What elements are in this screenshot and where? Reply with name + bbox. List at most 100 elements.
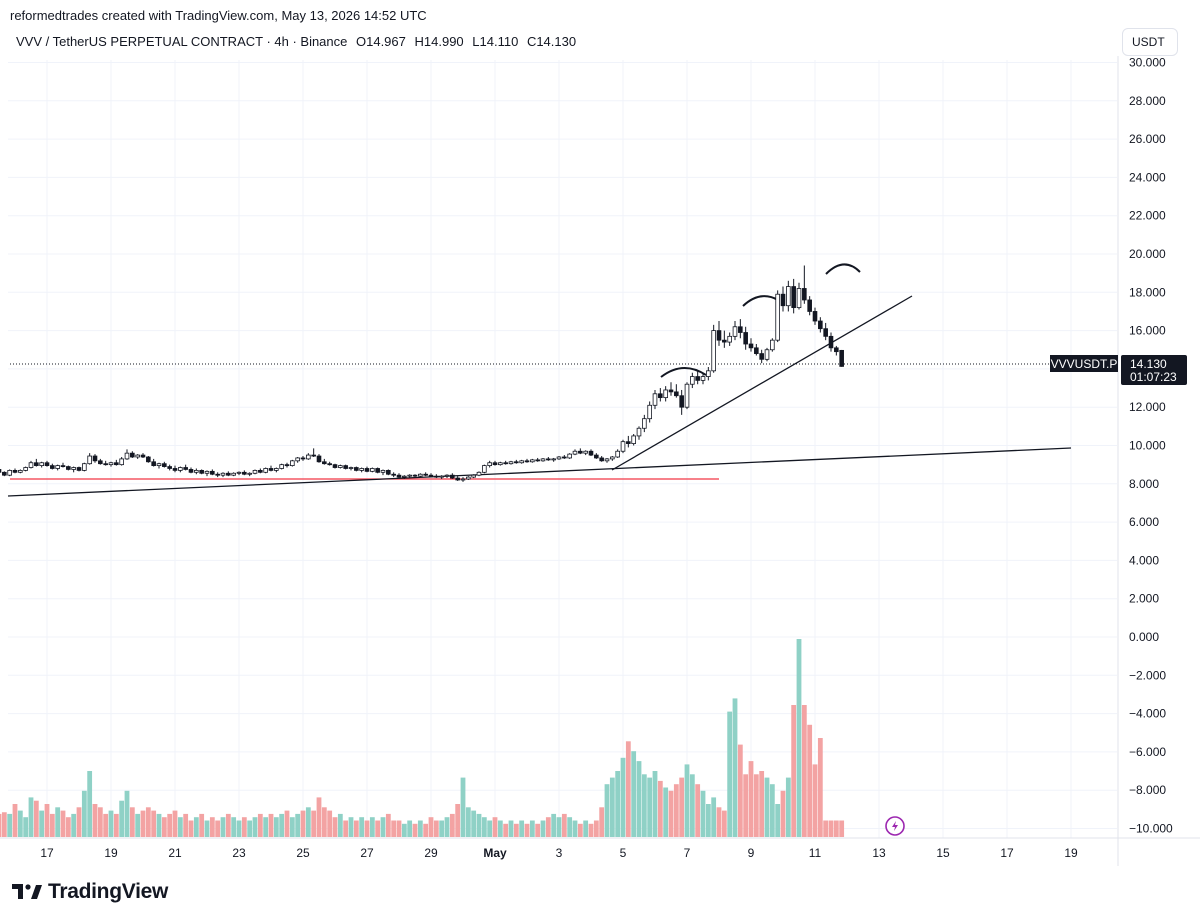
candle-body xyxy=(610,456,615,460)
candle-body xyxy=(823,328,828,337)
symbol-name[interactable]: VVV / TetherUS PERPETUAL CONTRACT · 4h ·… xyxy=(16,34,348,49)
candle-body xyxy=(279,464,284,469)
volume-bar xyxy=(23,817,29,837)
volume-bar xyxy=(284,810,290,837)
volume-bar xyxy=(289,817,295,837)
volume-bar xyxy=(332,817,338,837)
volume-bar xyxy=(135,813,141,837)
volume-bar xyxy=(215,820,221,837)
volume-bar xyxy=(609,777,615,837)
volume-bar xyxy=(812,764,818,837)
time-tick-label: 17 xyxy=(40,846,54,860)
volume-bar xyxy=(0,813,2,837)
long-trend-line xyxy=(7,447,1072,497)
volume-bar xyxy=(145,807,151,837)
volume-bar xyxy=(465,807,471,837)
volume-bar xyxy=(108,810,114,837)
volume-bar xyxy=(529,820,535,837)
head-arc-right xyxy=(825,263,861,275)
volume-bar xyxy=(124,790,130,837)
volume-bar xyxy=(753,774,759,837)
volume-bar xyxy=(695,784,701,837)
volume-bar xyxy=(412,823,418,837)
volume-bar xyxy=(193,817,199,837)
price-label-box xyxy=(1121,355,1187,385)
ohlc-low: L14.110 xyxy=(472,34,519,49)
candle-body xyxy=(690,376,695,385)
candle-body xyxy=(626,441,631,444)
ohlc-open: O14.967 xyxy=(356,34,406,49)
candle-body xyxy=(258,469,263,473)
volume-bar xyxy=(113,813,119,837)
candle-body xyxy=(124,452,130,460)
candle-body xyxy=(578,450,583,454)
last-price-label: VVVUSDT.P 14.130 01:07:23 xyxy=(1050,355,1187,385)
volume-bar xyxy=(300,810,306,837)
volume-bar xyxy=(167,813,173,837)
volume-bar xyxy=(1,812,7,837)
currency-button[interactable]: USDT xyxy=(1122,28,1178,56)
candle-body xyxy=(210,470,215,475)
volume-bar xyxy=(172,810,178,837)
candle-body xyxy=(428,474,434,477)
volume-bar xyxy=(679,777,685,837)
candle-body xyxy=(743,332,748,345)
volume-bar xyxy=(636,761,642,837)
candle-body xyxy=(834,347,839,353)
volume-bar xyxy=(444,817,450,837)
candle-body xyxy=(519,460,524,464)
candle-body xyxy=(119,458,124,466)
volume-bar xyxy=(151,810,157,837)
symbol-info-bar[interactable]: VVV / TetherUS PERPETUAL CONTRACT · 4h ·… xyxy=(16,34,581,49)
candle-body xyxy=(140,454,146,458)
volume-bar xyxy=(49,813,55,837)
volume-bar xyxy=(140,810,146,837)
volume-bar xyxy=(801,705,807,837)
volume-bar xyxy=(65,817,71,837)
candle-body xyxy=(7,469,12,476)
candle-body xyxy=(295,457,300,462)
volume-bar xyxy=(759,771,765,837)
volume-bar xyxy=(828,820,834,837)
candle-body xyxy=(466,476,471,480)
candle-body xyxy=(775,293,780,341)
volume-bar xyxy=(241,817,247,837)
candle-body xyxy=(839,349,844,367)
candle-body xyxy=(535,459,540,462)
time-tick-label: 21 xyxy=(168,846,182,860)
candle-body xyxy=(711,330,716,372)
volume-bar xyxy=(343,820,349,837)
time-tick-label: 19 xyxy=(104,846,118,860)
candle-body xyxy=(668,389,674,393)
candle-body xyxy=(231,472,236,476)
volume-bar xyxy=(428,817,434,837)
volume-bar xyxy=(567,817,573,837)
tradingview-logo[interactable]: TradingView xyxy=(12,880,168,904)
candle-body xyxy=(183,467,188,470)
candle-body xyxy=(540,458,546,462)
candle-body xyxy=(151,461,156,467)
volume-bar xyxy=(12,804,18,837)
volume-bar xyxy=(76,807,82,837)
volume-bar xyxy=(279,813,285,837)
candle-body xyxy=(146,456,151,463)
candle-body xyxy=(306,454,311,460)
candle-body xyxy=(402,475,407,478)
volume-bar xyxy=(657,780,663,837)
volume-bar xyxy=(727,711,733,837)
volume-bar xyxy=(247,820,253,837)
ticker-label: VVVUSDT.P xyxy=(1051,357,1118,371)
volume-bar xyxy=(551,813,557,837)
volume-bar xyxy=(769,784,775,837)
volume-bar xyxy=(615,771,621,837)
candle-body xyxy=(108,462,114,466)
candle-body xyxy=(71,467,76,470)
candle-body xyxy=(82,463,87,471)
candle-body xyxy=(66,466,71,470)
time-tick-label: 17 xyxy=(1000,846,1014,860)
candle-body xyxy=(103,463,108,466)
volume-bar xyxy=(316,797,322,837)
ohlc-close: C14.130 xyxy=(526,34,577,49)
candle-body xyxy=(439,475,444,478)
